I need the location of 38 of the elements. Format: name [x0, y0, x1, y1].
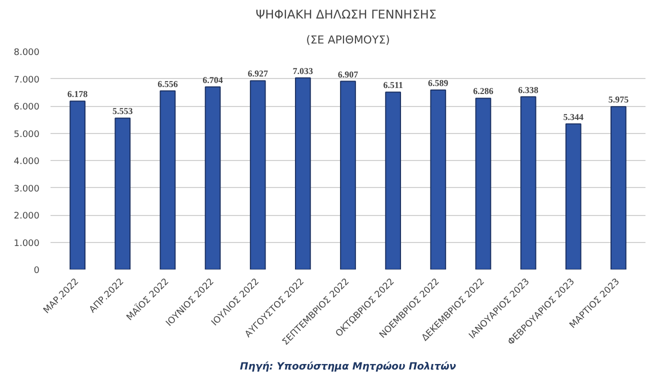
bar — [70, 100, 86, 270]
y-tick-label: 4.000 — [14, 157, 40, 167]
y-tick-label: 1.000 — [14, 238, 40, 249]
bar — [114, 118, 131, 270]
text: Πηγή: Υποσύστημα Μητρώου Πολιτών — [240, 362, 456, 372]
data-label: 7.033 — [292, 66, 314, 76]
y-tick-label: 8.000 — [14, 48, 40, 58]
chart-title: ΨΗΦΙΑΚΗ ΔΗΛΩΣΗ ΓΕΝΝΗΣΗΣ — [256, 8, 437, 22]
bar — [340, 80, 356, 270]
y-tick-label: 3.000 — [14, 184, 40, 194]
bar — [475, 98, 492, 270]
bar — [610, 106, 626, 270]
data-label: 6.338 — [518, 84, 539, 95]
bar — [430, 89, 446, 270]
y-tick-label: 2.000 — [14, 212, 40, 222]
data-label: 6.556 — [158, 78, 178, 89]
bar — [385, 92, 402, 270]
bar — [204, 86, 221, 270]
data-label: 6.927 — [248, 68, 268, 79]
bar — [565, 123, 582, 270]
bar — [294, 77, 311, 270]
y-tick-label: 6.000 — [14, 102, 40, 112]
data-label: 6.704 — [202, 74, 224, 85]
data-label: 6.511 — [383, 80, 404, 90]
chart-subtitle: (ΣΕ ΑΡΙΘΜΟΥΣ) — [306, 34, 390, 46]
bar — [520, 96, 536, 270]
data-label: 6.178 — [67, 89, 88, 100]
y-tick-label: 5.000 — [14, 130, 40, 140]
bar — [250, 80, 266, 270]
bar — [160, 90, 176, 270]
data-label: 6.907 — [338, 69, 359, 80]
data-label: 5.553 — [112, 106, 134, 116]
data-label: 6.589 — [428, 78, 449, 88]
data-label: 5.975 — [608, 94, 630, 105]
data-label: 6.286 — [473, 86, 494, 96]
data-label: 5.344 — [563, 112, 584, 122]
y-tick-label: 7.000 — [14, 75, 40, 86]
y-tick-label: 0 — [34, 266, 40, 276]
